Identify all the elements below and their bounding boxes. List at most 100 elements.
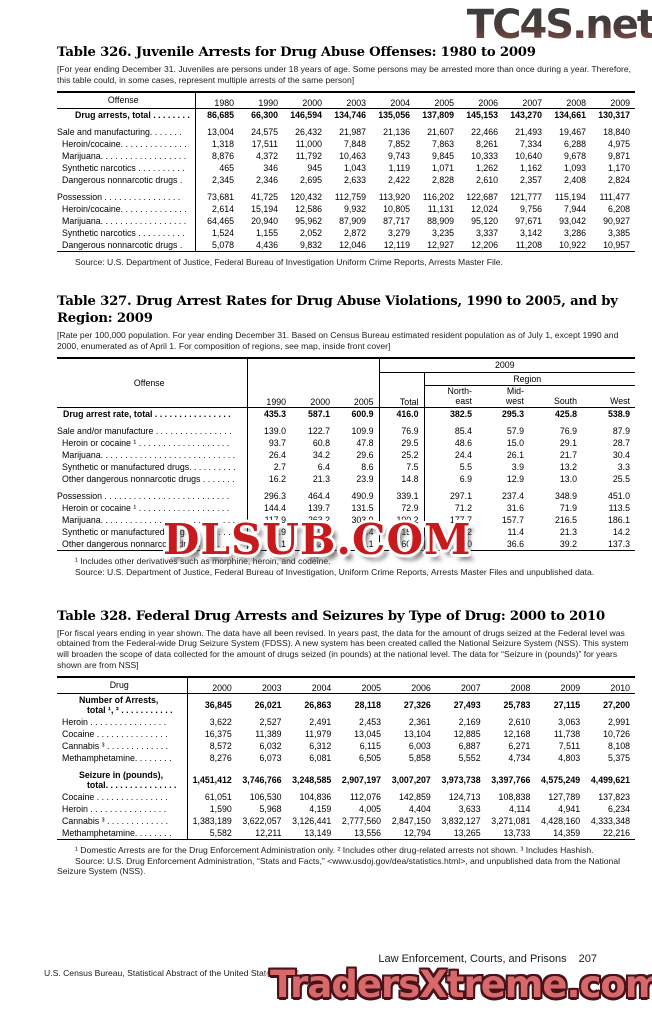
value-cell: 3,633 [458, 803, 481, 814]
row-label: Synthetic narcotics . . . . . . . . . . [57, 226, 196, 239]
value-cell: 34.2 [312, 449, 330, 460]
value-cell: 10,333 [471, 150, 498, 161]
value-cell: 95,120 [471, 215, 498, 226]
row-label [57, 419, 248, 425]
value-cell: 2,907,197 [341, 774, 382, 785]
value-cell: 263.2 [307, 514, 330, 525]
value-cell: 2,346 [255, 174, 278, 185]
value-cell: 12,211 [255, 827, 282, 838]
value-cell: 21,607 [427, 126, 454, 137]
value-cell: 348.9 [554, 490, 577, 501]
column-header-year: 2008 [566, 97, 586, 108]
spacer-row [57, 763, 635, 769]
value-cell: 1,043 [343, 162, 366, 173]
value-cell: 157.7 [501, 514, 524, 525]
table-328-wrap: Drug 2000 2003 2004 2005 2006 2007 2008 … [57, 675, 635, 840]
value-cell: 12,168 [503, 728, 531, 739]
value-cell: 5.5 [459, 461, 472, 472]
value-cell: 5,858 [408, 752, 431, 763]
value-cell: 142,859 [399, 791, 431, 802]
table-326-source: Source: U.S. Department of Justice, Fede… [75, 256, 503, 267]
row-label: Possession . . . . . . . . . . . . . . .… [57, 190, 196, 203]
table-row: Sale and/or manufacture . . . . . . . . … [57, 424, 635, 437]
value-cell: 120,432 [290, 191, 322, 202]
table-row: Marijuana. . . . . . . . . . . . . . . .… [57, 214, 635, 227]
value-cell: 135,056 [378, 109, 410, 120]
value-cell: 36,845 [204, 699, 232, 710]
value-cell [378, 419, 425, 425]
value-cell: 27,493 [453, 699, 481, 710]
column-header-year: 2007 [522, 97, 542, 108]
table-326-headnote: [For year ending December 31. Juveniles … [57, 64, 632, 85]
column-header-offense: Offense [57, 91, 196, 109]
table-327-body: Drug arrest rate, total . . . . . . . . … [57, 407, 635, 551]
value-cell: 12,885 [453, 728, 481, 739]
value-cell: 13,733 [503, 827, 531, 838]
value-cell: 1,119 [388, 162, 410, 173]
value-cell: 6,288 [563, 138, 586, 149]
table-row: Other dangerous nonnarcotic drugs . . . … [57, 472, 635, 485]
table-row: Methamphetamine. . . . . . . . 5,582 12,21… [57, 826, 635, 840]
row-label: Drug arrests, total . . . . . . . . [57, 108, 196, 121]
value-cell: 27,115 [553, 699, 581, 710]
value-cell: 17,511 [251, 138, 278, 149]
value-cell: 121,777 [510, 191, 542, 202]
value-cell: 112,076 [349, 791, 382, 802]
table-326-title: Table 326. Juvenile Arrests for Drug Abu… [57, 45, 536, 60]
value-cell: 3,286 [563, 227, 586, 238]
value-cell: 16.2 [268, 473, 286, 484]
value-cell: 9.3 [317, 526, 330, 537]
value-cell: 3,746,766 [242, 774, 282, 785]
value-cell: 1,155 [255, 227, 278, 238]
row-label: Marijuana. . . . . . . . . . . . . . . .… [57, 513, 248, 526]
value-cell: 134,661 [554, 109, 586, 120]
value-cell: 1,162 [519, 162, 542, 173]
value-cell: 11,208 [515, 239, 542, 250]
spacer-row [57, 185, 635, 191]
value-cell: 8,276 [209, 752, 232, 763]
row-label: Seizure in (pounds), total. . . . . . . .… [57, 768, 188, 791]
table-row: Methamphetamine. . . . . . . . 8,276 6,073… [57, 751, 635, 764]
table-row: Heroin/cocaine. . . . . . . . . . . . . … [57, 202, 635, 215]
value-cell: 9,832 [299, 239, 322, 250]
row-label: Marijuana. . . . . . . . . . . . . . . .… [57, 214, 196, 227]
table-row: Marijuana. . . . . . . . . . . . . . . .… [57, 513, 635, 526]
value-cell: 295.3 [501, 408, 524, 419]
value-cell: 4,372 [255, 150, 278, 161]
row-label: Heroin . . . . . . . . . . . . . . . . [57, 715, 188, 728]
value-cell: 1,383,189 [192, 815, 232, 826]
value-cell: 15.2 [378, 525, 425, 538]
value-cell: 9,871 [607, 150, 630, 161]
value-cell: 23.9 [356, 473, 374, 484]
table-328-source: Source: U.S. Drug Enforcement Administra… [57, 855, 621, 877]
row-label: Sale and/or manufacture . . . . . . . . … [57, 424, 248, 437]
column-header-year: 2009 [560, 682, 581, 693]
value-cell: 22,216 [603, 827, 630, 838]
table-row: Marijuana. . . . . . . . . . . . . . . .… [57, 448, 635, 461]
value-cell: 14,359 [553, 827, 581, 838]
value-cell: 137,809 [422, 109, 454, 120]
table-row: Dangerous nonnarcotic drugs . 2,345 2,346 2… [57, 173, 635, 186]
running-footer: Law Enforcement, Courts, and Prisons 207 [378, 953, 597, 965]
value-cell: 12,206 [471, 239, 498, 250]
value-cell: 143,270 [510, 109, 542, 120]
row-label: Other dangerous nonnarcotic drugs . . . … [57, 537, 248, 551]
value-cell: 3,126,441 [292, 815, 332, 826]
value-cell: 60.8 [378, 537, 425, 551]
value-cell: 30.4 [612, 449, 630, 460]
value-cell: 2,453 [359, 716, 382, 727]
row-label: Sale and manufacturing. . . . . . . [57, 125, 196, 138]
table-327-footnote: ¹ Includes other derivatives such as mor… [75, 555, 331, 566]
value-cell: 2,824 [607, 174, 630, 185]
value-cell: 10.2 [454, 526, 472, 537]
column-header-year: 2000 [212, 682, 232, 693]
row-label: Dangerous nonnarcotic drugs . [57, 173, 196, 186]
column-header-year: 2004 [311, 682, 332, 693]
column-header-drug: Drug [57, 676, 188, 694]
spanner-region: Region [424, 372, 635, 386]
column-header-offense: Offense [57, 357, 248, 408]
value-cell: 29.5 [378, 436, 425, 449]
table-row: Other dangerous nonnarcotic drugs . . . … [57, 537, 635, 551]
value-cell: 8,108 [607, 740, 630, 751]
value-cell: 346 [263, 162, 278, 173]
